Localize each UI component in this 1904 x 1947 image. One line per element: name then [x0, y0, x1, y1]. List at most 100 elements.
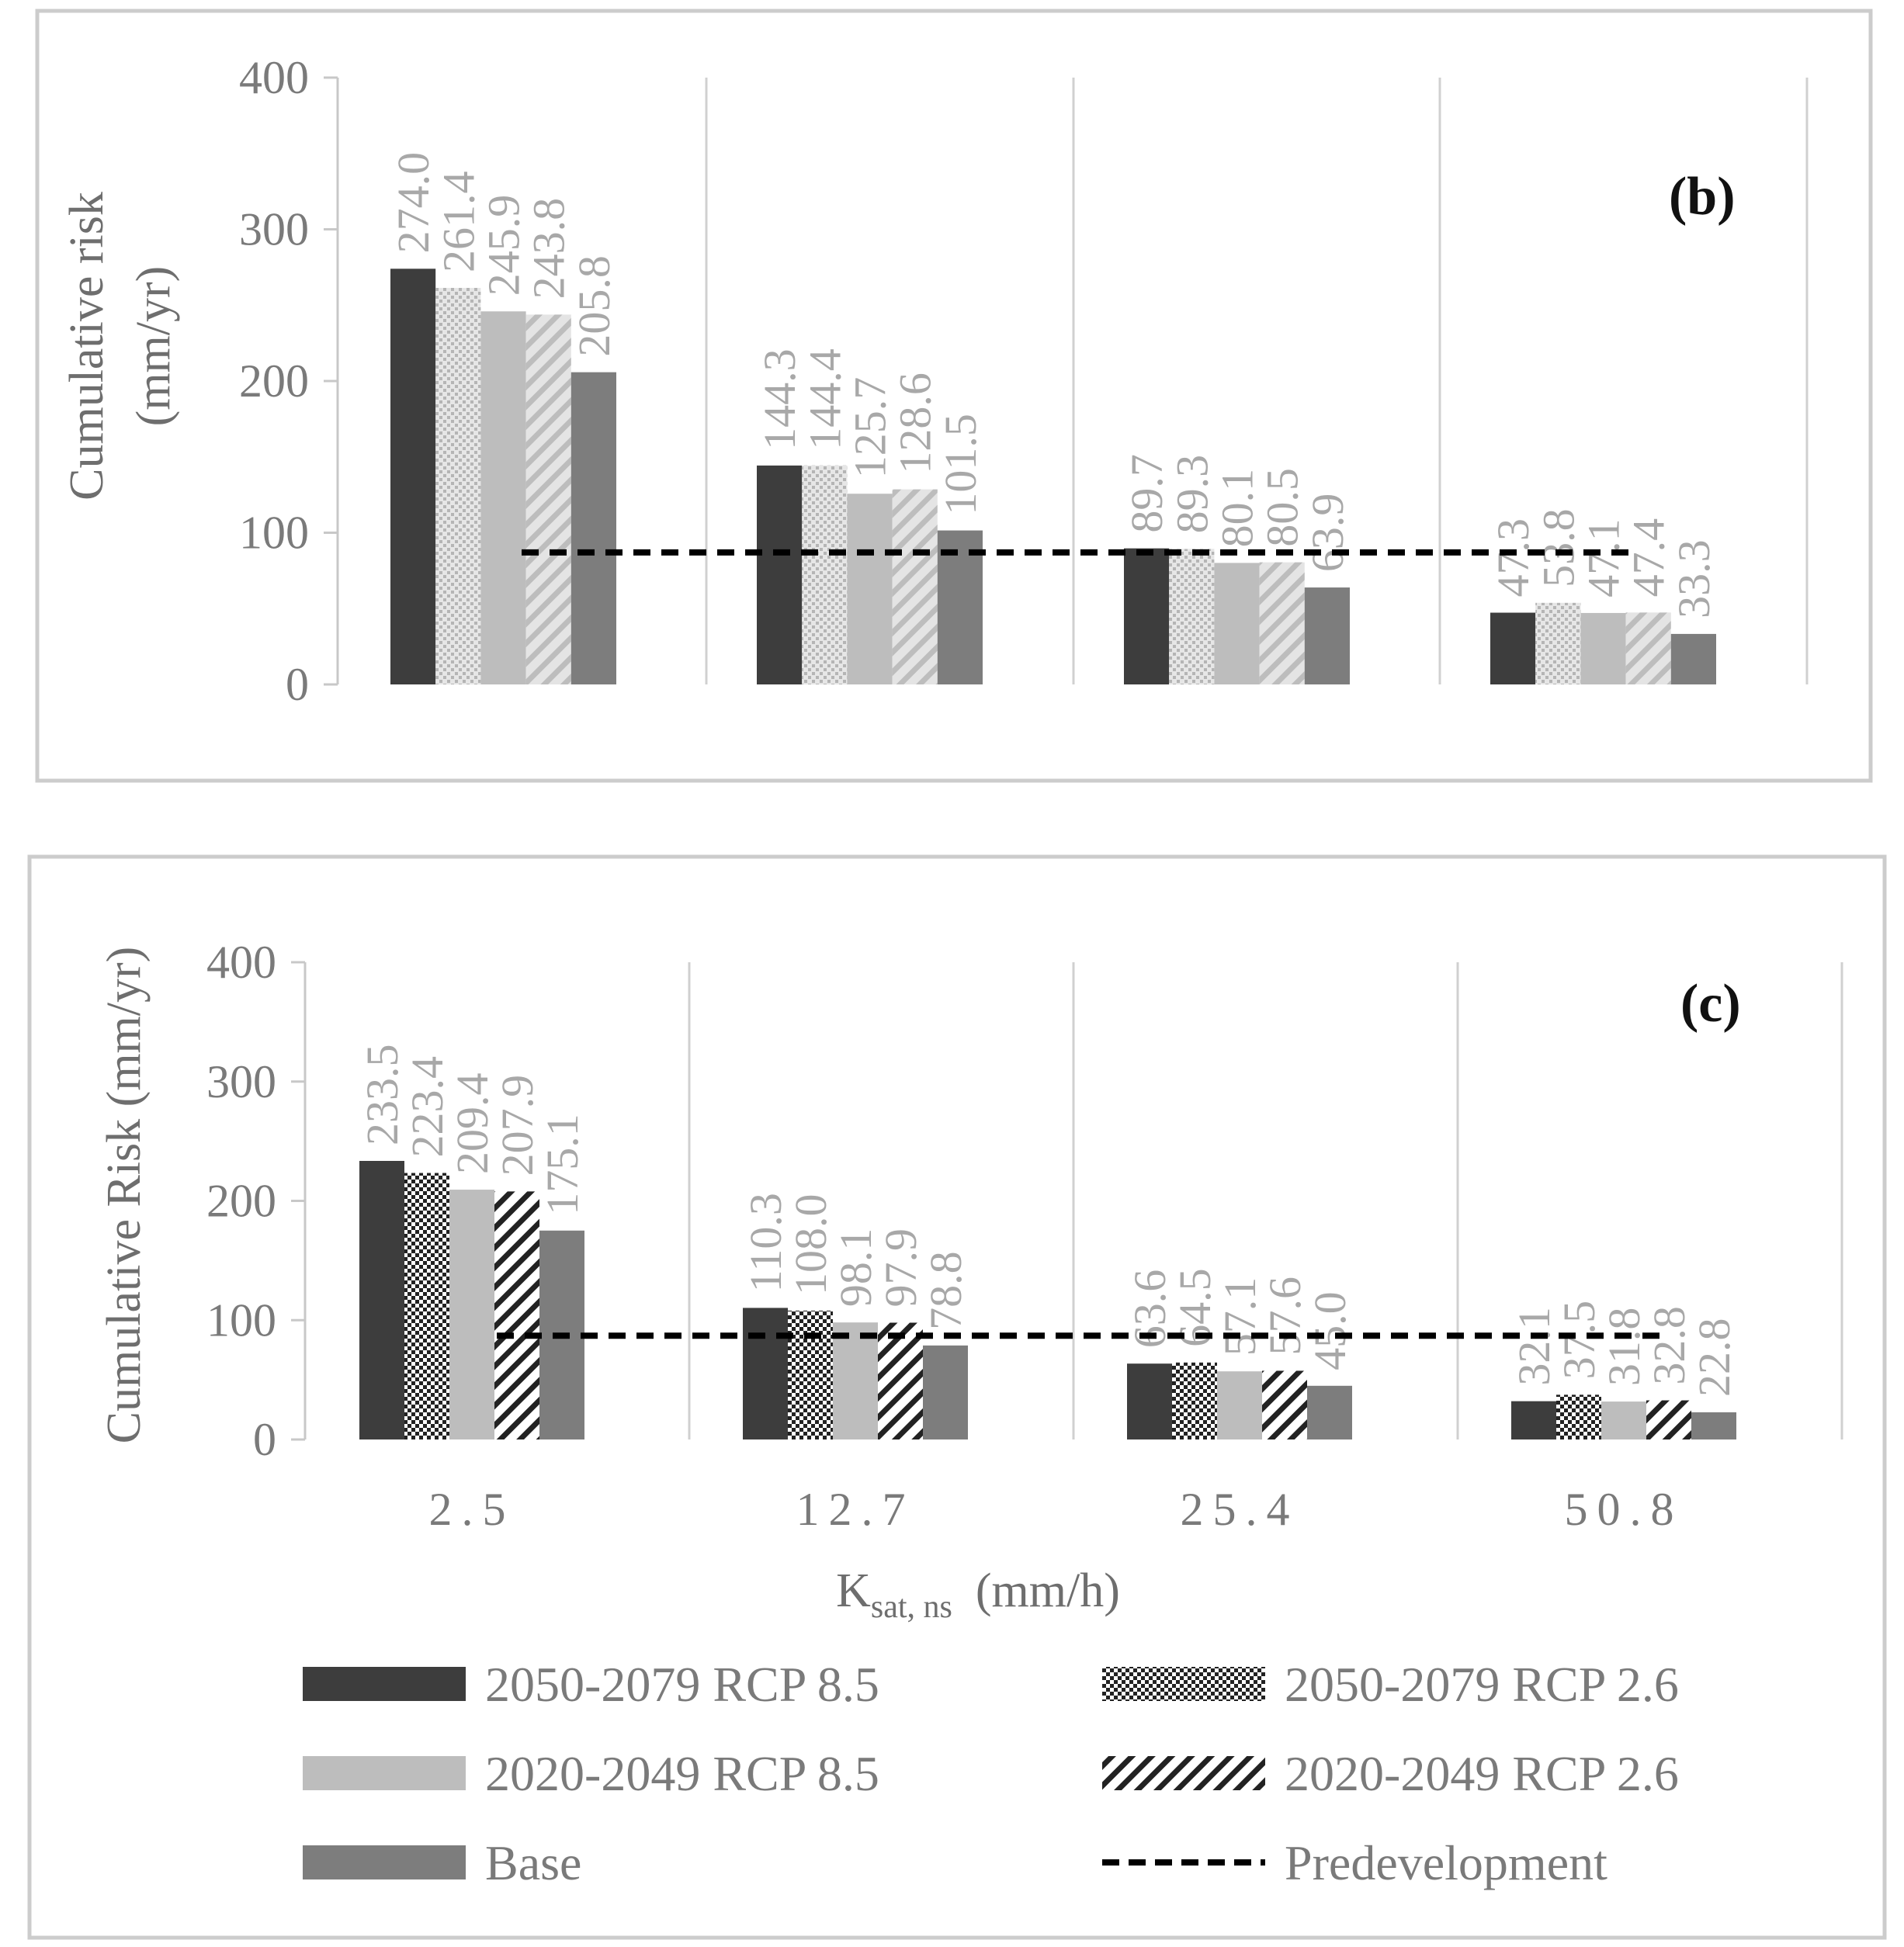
y-tick-label: 200	[206, 1176, 276, 1227]
data-label: 33.3	[1669, 539, 1719, 618]
data-label: 101.5	[935, 414, 986, 515]
legend-label: 2050-2079 RCP 8.5	[485, 1657, 879, 1712]
data-label: 144.3	[754, 348, 805, 450]
bar-2050-2079-rcp-2-6-50-8	[1535, 602, 1581, 684]
data-label: 80.5	[1257, 468, 1308, 547]
bar-2020-2049-rcp-2-6-2-5	[525, 314, 571, 684]
x-axis-tick-labels: 2.5 12.7 25.4 50.8	[429, 1484, 1684, 1535]
y-tick-label: 300	[239, 204, 309, 255]
bar-base-25-4	[1304, 587, 1350, 684]
y-tick-label: 0	[253, 1414, 276, 1465]
x-tick-label: 2.5	[429, 1484, 515, 1535]
bar-2050-2079-rcp-2-6-2-5	[435, 287, 481, 684]
x-axis-title-unit: (mm/h)	[976, 1564, 1120, 1617]
y-tick-label: 400	[206, 937, 276, 988]
data-label: 108.0	[786, 1193, 836, 1295]
panel-frame	[27, 854, 1887, 1940]
data-label: 223.4	[402, 1056, 453, 1158]
bar-2050-2079-rcp-2-6-12-7	[788, 1310, 833, 1439]
data-label: 243.8	[524, 198, 574, 300]
data-label: 89.3	[1167, 455, 1217, 534]
bar-2020-2049-rcp-2-6-25-4	[1262, 1370, 1307, 1439]
data-label: 80.1	[1212, 469, 1263, 548]
data-label: 53.8	[1533, 508, 1583, 587]
bar-2050-2079-rcp-8-5-2-5	[359, 1160, 404, 1439]
vertical-gridlines	[705, 78, 1809, 684]
x-tick-label: 12.7	[796, 1484, 915, 1535]
data-label: 32.1	[1509, 1307, 1559, 1386]
bar-2050-2079-rcp-8-5-12-7	[743, 1308, 788, 1439]
panel-frame	[35, 9, 1873, 783]
legend-label: 2050-2079 RCP 2.6	[1285, 1657, 1679, 1712]
y-axis-title: Cumulative Risk (mm/yr)	[98, 947, 151, 1444]
data-label: 98.1	[831, 1228, 881, 1308]
data-label: 47.4	[1624, 518, 1674, 598]
bar-2020-2049-rcp-8-5-50-8	[1601, 1401, 1646, 1439]
x-tick-label: 50.8	[1565, 1484, 1684, 1535]
legend-swatch	[1102, 1667, 1265, 1701]
x-axis-title-subscript: sat, ns	[871, 1589, 952, 1625]
data-label: 63.9	[1302, 494, 1353, 573]
y-tick-label: 200	[239, 355, 309, 407]
bar-2020-2049-rcp-8-5-25-4	[1214, 563, 1260, 684]
data-label: 31.8	[1599, 1308, 1649, 1387]
bars	[359, 1160, 1736, 1439]
bar-2020-2049-rcp-2-6-12-7	[878, 1322, 923, 1439]
data-label: 57.6	[1260, 1277, 1310, 1356]
x-axis-title-main: K	[836, 1564, 871, 1617]
bar-2020-2049-rcp-8-5-25-4	[1217, 1371, 1262, 1439]
y-tick-label: 100	[206, 1294, 276, 1346]
bar-2020-2049-rcp-8-5-2-5	[480, 311, 526, 684]
bar-2020-2049-rcp-2-6-50-8	[1646, 1400, 1691, 1439]
y-tick-label: 300	[206, 1056, 276, 1107]
legend-label: Base	[485, 1835, 581, 1890]
bar-base-50-8	[1670, 633, 1716, 684]
data-label: 22.8	[1689, 1318, 1739, 1397]
legend-swatch	[1102, 1756, 1265, 1790]
legend-item-2050-2079-rcp-8-5: 2050-2079 RCP 8.5	[303, 1657, 879, 1712]
legend-swatch	[303, 1756, 466, 1790]
bar-base-25-4	[1307, 1385, 1352, 1439]
data-label: 207.9	[492, 1075, 543, 1176]
x-axis-title: Ksat, ns (mm/h)	[836, 1564, 1120, 1625]
bar-2020-2049-rcp-8-5-50-8	[1580, 612, 1626, 684]
bar-2050-2079-rcp-2-6-50-8	[1556, 1394, 1601, 1439]
legend-label: Predevelopment	[1285, 1835, 1607, 1890]
legend: 2050-2079 RCP 8.5 2050-2079 RCP 2.6 2020-2…	[303, 1657, 1679, 1890]
legend-swatch	[303, 1667, 466, 1701]
y-axis-title-line-1: Cumulative risk	[61, 192, 113, 501]
data-label: 47.1	[1579, 518, 1629, 598]
bar-2020-2049-rcp-2-6-25-4	[1259, 562, 1305, 684]
y-axis: 0 100 200 300 400	[206, 937, 307, 1465]
panel-label-c: (c)	[1680, 974, 1741, 1034]
legend-item-2020-2049-rcp-2-6: 2020-2049 RCP 2.6	[1102, 1746, 1679, 1801]
bar-2050-2079-rcp-2-6-2-5	[404, 1173, 449, 1439]
data-label: 97.9	[876, 1228, 926, 1308]
bars	[390, 268, 1716, 685]
legend-item-base: Base	[303, 1835, 581, 1890]
data-label: 125.7	[845, 377, 896, 479]
legend-item-2050-2079-rcp-2-6: 2050-2079 RCP 2.6	[1102, 1657, 1679, 1712]
data-label: 110.3	[740, 1193, 791, 1292]
x-tick-label: 25.4	[1181, 1484, 1299, 1535]
bar-2050-2079-rcp-8-5-12-7	[757, 465, 803, 684]
data-label: 209.4	[447, 1073, 498, 1175]
bar-2050-2079-rcp-8-5-25-4	[1124, 548, 1170, 684]
bar-2050-2079-rcp-2-6-25-4	[1172, 1362, 1217, 1439]
y-tick-label: 400	[239, 52, 309, 103]
legend-item-predevelopment: Predevelopment	[1102, 1835, 1607, 1890]
bar-2020-2049-rcp-8-5-12-7	[833, 1322, 878, 1439]
panel-label-b: (b)	[1669, 167, 1736, 227]
bar-2020-2049-rcp-8-5-12-7	[847, 494, 893, 684]
bar-2050-2079-rcp-8-5-50-8	[1490, 612, 1536, 684]
bar-base-2-5	[571, 372, 616, 684]
y-tick-label: 0	[286, 659, 309, 710]
data-label: 274.0	[388, 152, 439, 254]
data-label: 205.8	[569, 255, 619, 357]
legend-item-2020-2049-rcp-8-5: 2020-2049 RCP 8.5	[303, 1746, 879, 1801]
data-label: 37.5	[1554, 1301, 1604, 1380]
